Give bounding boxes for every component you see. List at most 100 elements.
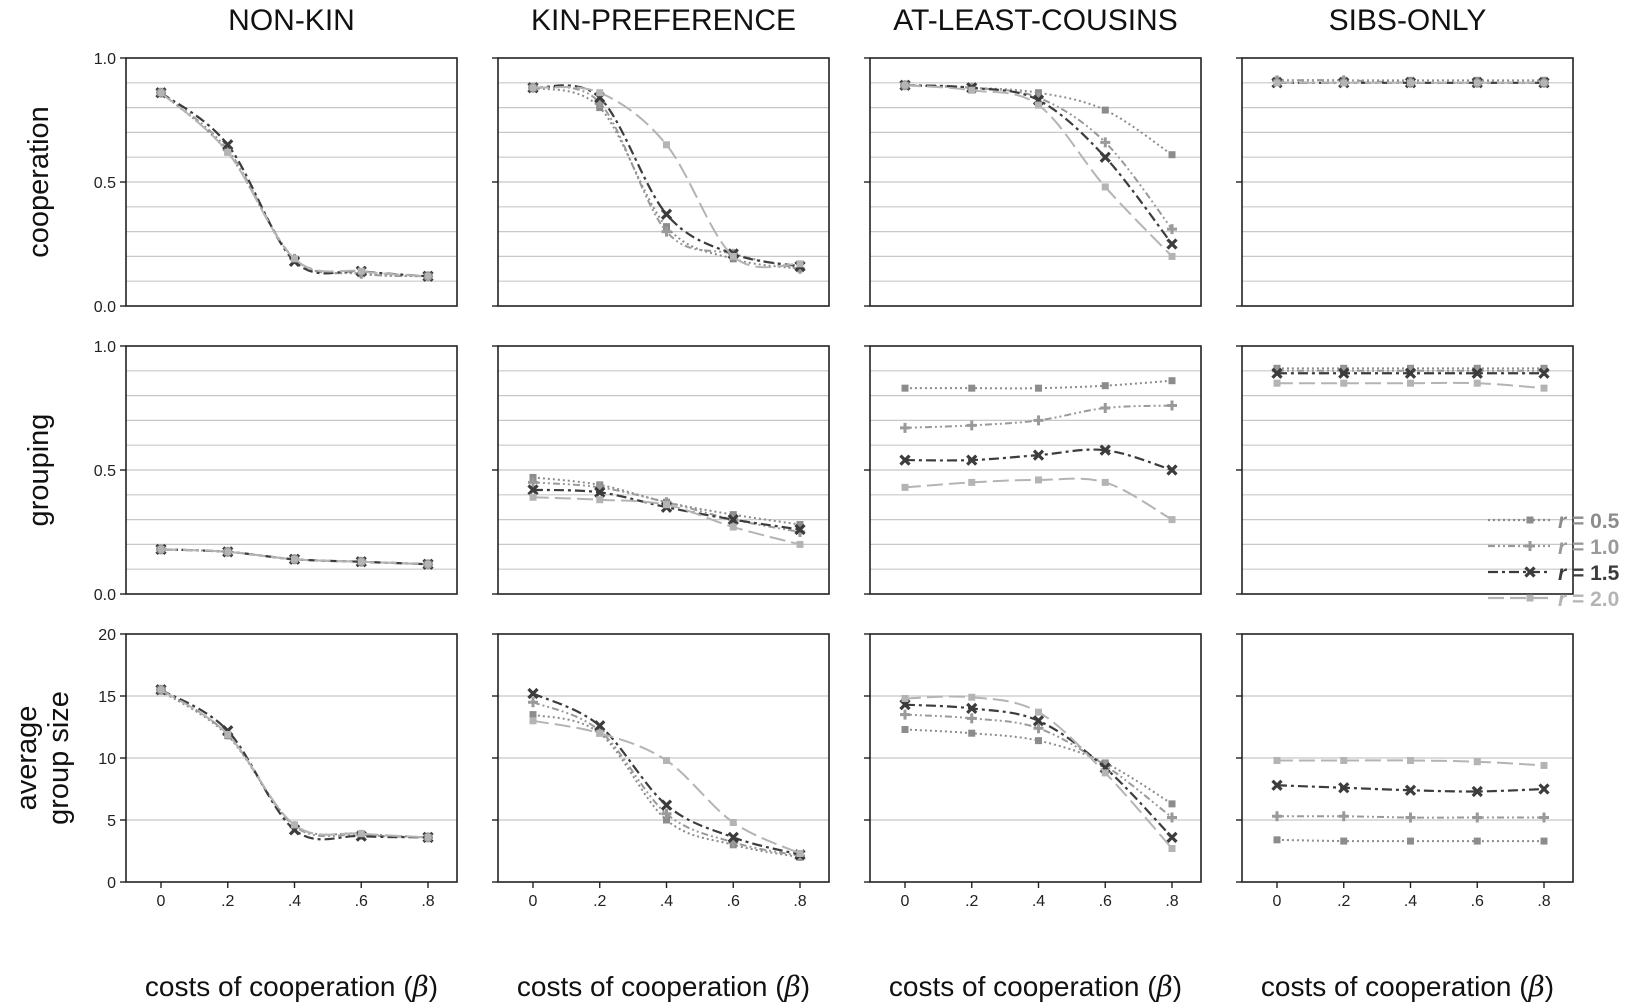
panel-r0-c0: 0.0 0.5 1.0: [94, 51, 458, 316]
series-r20: [157, 89, 432, 280]
legend-value: = 1.5: [1566, 562, 1619, 585]
series-r15: [155, 87, 434, 282]
data-point-r10: [1033, 415, 1044, 426]
x-tick-label: 0: [529, 893, 538, 910]
data-point-r15: [222, 139, 234, 151]
data-point-r20: [796, 260, 804, 268]
data-point-r20: [157, 686, 165, 694]
x-axis-label-symbol: β: [784, 970, 801, 1003]
x-tick-label: .6: [355, 893, 368, 910]
legend-entry-r20: r = 2.0: [1488, 588, 1619, 611]
legend: r = 0.5r = 1.0r = 1.5r = 2.0: [1488, 510, 1620, 611]
data-point-r05: [968, 729, 976, 737]
data-point-r20: [663, 141, 670, 149]
x-axis-label-close: ): [429, 971, 438, 1002]
column-title-1: KIN-PREFERENCE: [531, 4, 796, 37]
data-point-r10: [1100, 403, 1111, 413]
series-r05: [529, 84, 804, 273]
x-axis-label-2: costs of cooperation (β): [889, 970, 1182, 1003]
x-axis-label-1: costs of cooperation (β): [517, 970, 810, 1003]
panel-r0-c3: [1236, 57, 1574, 307]
data-point-r10: [1167, 812, 1177, 823]
data-point-r20: [901, 483, 909, 491]
series-line-r10: [160, 91, 429, 278]
data-point-r15: [660, 208, 673, 220]
data-point-r20: [357, 558, 365, 566]
y-tick-label: 0.5: [94, 175, 116, 192]
x-axis-label-symbol: β: [412, 970, 429, 1003]
data-point-r15: [1032, 449, 1045, 461]
data-point-r20: [1035, 708, 1042, 716]
panel-r1-c0: 0.0 0.5 1.0: [94, 339, 458, 604]
data-point-r20: [1273, 756, 1281, 764]
data-point-r20: [529, 717, 537, 725]
panel-r1-c2: [864, 345, 1202, 595]
data-point-r20: [596, 729, 604, 737]
panel-r1-c1: [492, 345, 830, 595]
data-point-r15: [1471, 367, 1483, 379]
series-r20: [157, 686, 432, 841]
y-tick-label: 15: [98, 689, 116, 706]
x-tick-label: .4: [288, 893, 301, 910]
series-r20: [901, 81, 1176, 260]
data-point-r15: [1166, 831, 1178, 843]
data-point-r20: [1035, 476, 1042, 484]
data-point-r15: [1404, 784, 1417, 796]
data-point-r20: [529, 84, 537, 92]
column-titles: NON-KIN KIN-PREFERENCE AT-LEAST-COUSINS SIB…: [228, 4, 1486, 37]
series-line-r10: [532, 86, 801, 270]
legend-marker: [1525, 541, 1535, 551]
x-axis-labels: costs of cooperation (β) costs of coopera…: [145, 970, 1554, 1003]
data-point-r20: [796, 849, 804, 857]
data-point-r15: [527, 687, 539, 700]
data-point-r10: [966, 713, 977, 724]
data-point-r05: [1473, 837, 1481, 845]
series-r05: [1273, 836, 1548, 845]
panel-r0-c2: [864, 57, 1202, 307]
data-point-r05: [1273, 836, 1281, 844]
data-point-r20: [1473, 379, 1481, 387]
data-point-r20: [1168, 516, 1176, 524]
data-point-r10: [900, 709, 910, 720]
data-point-r05: [901, 384, 909, 392]
data-point-r20: [1473, 79, 1481, 87]
data-point-r05: [968, 384, 976, 392]
x-tick-label: .4: [1032, 893, 1045, 910]
data-point-r20: [1101, 183, 1109, 191]
data-point-r20: [901, 81, 909, 89]
series-line-r05: [160, 690, 429, 839]
data-point-r20: [424, 272, 432, 280]
series-r15: [527, 484, 806, 536]
y-tick-label: 1.0: [94, 339, 116, 356]
data-point-r10: [661, 808, 672, 819]
data-point-r20: [901, 694, 909, 702]
data-point-r20: [224, 548, 232, 556]
series-line-r05: [532, 86, 801, 270]
row-labels: cooperation grouping average group size: [11, 106, 75, 825]
data-point-r20: [1540, 761, 1548, 769]
data-point-r20: [529, 493, 537, 501]
data-point-r15: [1099, 151, 1111, 163]
series-line-r20: [532, 719, 801, 855]
y-tick-label: 0.0: [94, 299, 116, 316]
panel-r2-c1: 0 .2 .4 .6 .8: [492, 633, 830, 910]
chart-panels: 0.0 0.5 1.0 0.0 0.5 1.0 0 5 10 15 20 0 .2 .4 .6 .8 0 .2 .4…: [94, 51, 1574, 910]
data-point-r05: [663, 816, 670, 824]
x-axis-label-0: costs of cooperation (β): [145, 970, 438, 1003]
data-point-r20: [729, 252, 737, 260]
series-r20: [157, 545, 432, 568]
series-line-r15: [160, 91, 429, 278]
legend-label: r = 1.0: [1558, 536, 1619, 559]
x-tick-label: .6: [1471, 893, 1484, 910]
x-axis-label-symbol: β: [1528, 970, 1545, 1003]
data-point-r15: [1338, 367, 1350, 379]
x-tick-label: .8: [1537, 893, 1550, 910]
series-line-r15: [532, 84, 801, 268]
data-point-r05: [1035, 384, 1042, 392]
data-point-r15: [1538, 783, 1550, 795]
data-point-r20: [1540, 384, 1548, 392]
y-tick-label: 5: [107, 813, 116, 830]
data-point-r20: [357, 830, 365, 838]
data-point-r20: [424, 833, 432, 841]
